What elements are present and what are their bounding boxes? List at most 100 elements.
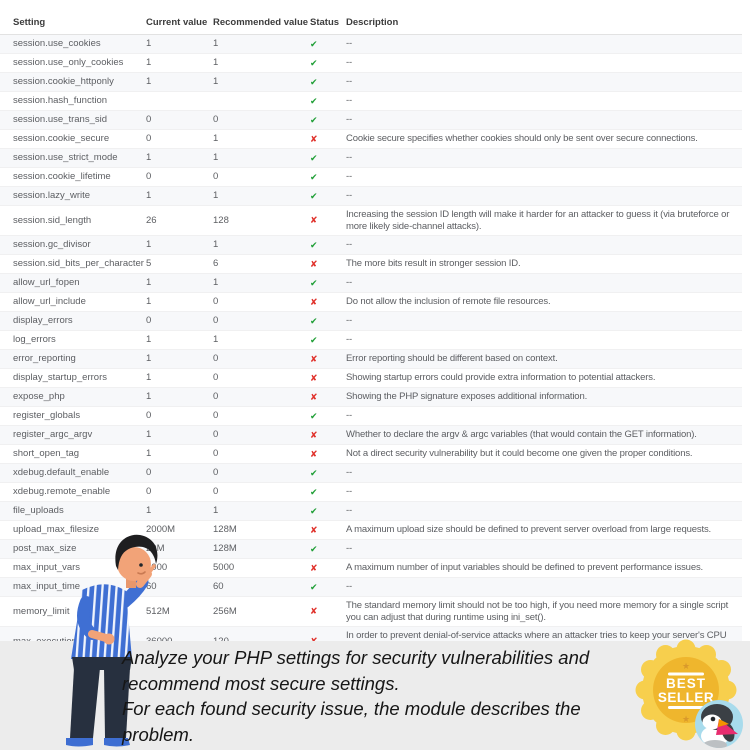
- table-row: upload_max_filesize 2000M 128M ✘ A maxim…: [0, 520, 742, 540]
- setting-description: --: [346, 311, 742, 331]
- setting-description: --: [346, 539, 742, 559]
- setting-description: --: [346, 34, 742, 54]
- current-value: 1: [146, 72, 213, 92]
- table-row: display_errors 0 0 ✔ --: [0, 311, 742, 331]
- table-row: session.gc_divisor 1 1 ✔ --: [0, 235, 742, 255]
- status-cell: ✔: [310, 110, 346, 130]
- status-cell: ✔: [310, 330, 346, 350]
- table-row: allow_url_fopen 1 1 ✔ --: [0, 273, 742, 293]
- setting-description: Whether to declare the argv & argc varia…: [346, 425, 742, 445]
- status-cell: ✔: [310, 186, 346, 206]
- current-value: 0: [146, 482, 213, 502]
- check-icon: ✔: [310, 95, 318, 106]
- table-row: session.cookie_httponly 1 1 ✔ --: [0, 72, 742, 92]
- current-value: 5: [146, 254, 213, 274]
- current-value: 0: [146, 406, 213, 426]
- table-row: session.use_only_cookies 1 1 ✔ --: [0, 53, 742, 73]
- cross-icon: ✘: [310, 133, 318, 144]
- cross-icon: ✘: [310, 429, 318, 440]
- check-icon: ✔: [310, 581, 318, 592]
- table-row: xdebug.default_enable 0 0 ✔ --: [0, 463, 742, 483]
- setting-name: xdebug.remote_enable: [0, 482, 146, 502]
- status-cell: ✘: [310, 596, 346, 627]
- setting-name: display_startup_errors: [0, 368, 146, 388]
- setting-description: Showing startup errors could provide ext…: [346, 368, 742, 388]
- status-cell: ✔: [310, 34, 346, 54]
- status-cell: ✘: [310, 520, 346, 540]
- setting-name: session.sid_bits_per_character: [0, 254, 146, 274]
- current-value: 1000: [146, 558, 213, 578]
- column-header-recommended-value: Recommended value: [213, 10, 310, 35]
- recommended-value: 1: [213, 235, 310, 255]
- status-cell: ✔: [310, 167, 346, 187]
- setting-description: Error reporting should be different base…: [346, 349, 742, 369]
- current-value: 1: [146, 292, 213, 312]
- recommended-value: 0: [213, 387, 310, 407]
- status-cell: ✘: [310, 349, 346, 369]
- status-cell: ✘: [310, 205, 346, 236]
- setting-name: register_globals: [0, 406, 146, 426]
- setting-name: allow_url_fopen: [0, 273, 146, 293]
- status-cell: ✘: [310, 387, 346, 407]
- current-value: 0: [146, 110, 213, 130]
- php-settings-table: Setting Current value Recommended value …: [0, 10, 742, 676]
- setting-description: --: [346, 501, 742, 521]
- pitch-line-1: Analyze your PHP settings for security v…: [122, 647, 590, 694]
- recommended-value: 1: [213, 129, 310, 149]
- recommended-value: 0: [213, 292, 310, 312]
- cross-icon: ✘: [310, 448, 318, 459]
- setting-name: session.use_strict_mode: [0, 148, 146, 168]
- status-cell: ✔: [310, 539, 346, 559]
- recommended-value: 1: [213, 501, 310, 521]
- check-icon: ✔: [310, 505, 318, 516]
- star-icon: ★: [682, 714, 690, 724]
- setting-description: --: [346, 167, 742, 187]
- recommended-value: 1: [213, 72, 310, 92]
- check-icon: ✔: [310, 277, 318, 288]
- recommended-value: 256M: [213, 596, 310, 627]
- table-row: expose_php 1 0 ✘ Showing the PHP signatu…: [0, 387, 742, 407]
- cross-icon: ✘: [310, 524, 318, 535]
- setting-name: expose_php: [0, 387, 146, 407]
- status-cell: ✔: [310, 273, 346, 293]
- current-value: 0: [146, 463, 213, 483]
- setting-description: --: [346, 577, 742, 597]
- column-header-setting: Setting: [0, 10, 146, 35]
- badge-text-line1: BEST: [666, 676, 706, 691]
- table-row: max_input_vars 1000 5000 ✘ A maximum num…: [0, 558, 742, 578]
- setting-description: The more bits result in stronger session…: [346, 254, 742, 274]
- table-row: session.sid_length 26 128 ✘ Increasing t…: [0, 205, 742, 236]
- setting-name: session.use_cookies: [0, 34, 146, 54]
- column-header-status: Status: [310, 10, 346, 35]
- check-icon: ✔: [310, 152, 318, 163]
- status-cell: ✔: [310, 53, 346, 73]
- current-value: 1: [146, 501, 213, 521]
- face: [117, 547, 151, 581]
- table-row: max_input_time 60 60 ✔ --: [0, 577, 742, 597]
- hair: [115, 534, 158, 570]
- setting-name: allow_url_include: [0, 292, 146, 312]
- setting-name: session.lazy_write: [0, 186, 146, 206]
- table-body: session.use_cookies 1 1 ✔ -- session.use…: [0, 34, 742, 676]
- status-cell: ✘: [310, 558, 346, 578]
- best-seller-badge: ★ BEST SELLER ★: [635, 639, 743, 748]
- current-value: 1: [146, 186, 213, 206]
- current-value: 0: [146, 129, 213, 149]
- check-icon: ✔: [310, 76, 318, 87]
- table-row: post_max_size 20M 128M ✔ --: [0, 539, 742, 559]
- table-row: register_globals 0 0 ✔ --: [0, 406, 742, 426]
- status-cell: ✔: [310, 482, 346, 502]
- setting-description: --: [346, 273, 742, 293]
- check-icon: ✔: [310, 38, 318, 49]
- recommended-value: 6: [213, 254, 310, 274]
- table-row: allow_url_include 1 0 ✘ Do not allow the…: [0, 292, 742, 312]
- current-value: [146, 91, 213, 111]
- recommended-value: 0: [213, 368, 310, 388]
- current-value: 1: [146, 235, 213, 255]
- current-value: 1: [146, 349, 213, 369]
- check-icon: ✔: [310, 190, 318, 201]
- status-cell: ✘: [310, 425, 346, 445]
- recommended-value: [213, 91, 310, 111]
- table-header-row: Setting Current value Recommended value …: [0, 10, 742, 35]
